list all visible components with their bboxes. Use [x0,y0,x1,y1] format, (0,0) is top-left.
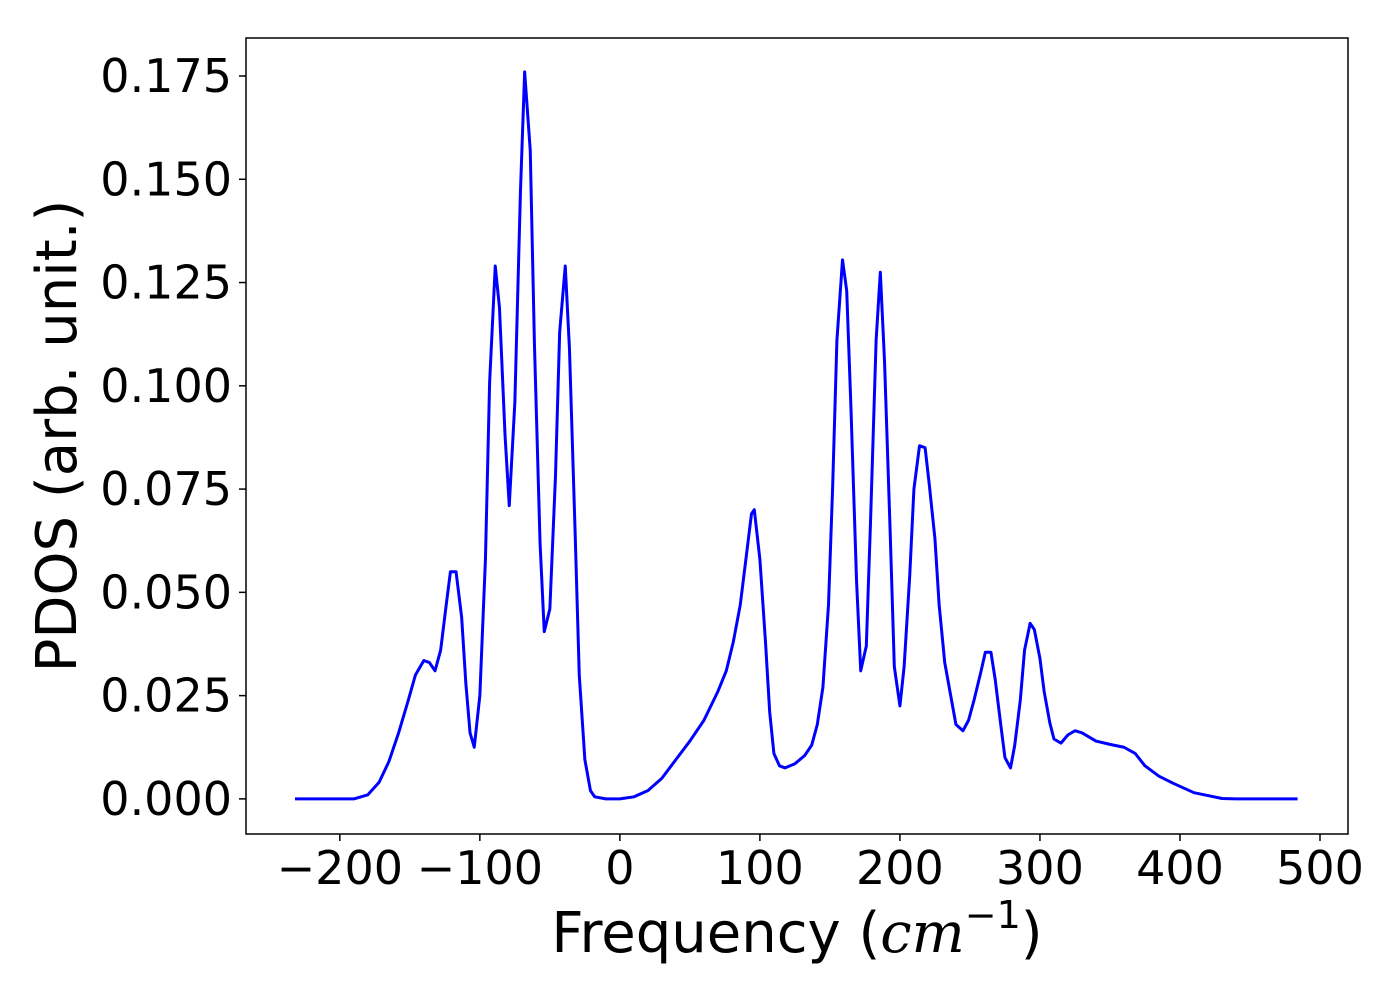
y-tick-label: 0.000 [100,772,232,826]
x-tick-label: 300 [996,841,1084,895]
x-axis-label-part: Frequency ( [551,901,880,966]
y-axis-label: PDOS (arb. unit.) [25,200,90,673]
x-axis-label-unit: cm [880,901,964,966]
x-axis-label-power: −1 [965,893,1021,937]
data-line [295,70,1298,801]
x-axis-label-part: ) [1021,901,1043,966]
x-tick-label: −100 [417,841,543,895]
y-tick-label: 0.025 [100,669,232,723]
x-tick-label: 200 [856,841,944,895]
x-tick-label: −200 [277,841,403,895]
y-tick-label: 0.050 [100,565,232,619]
plot-frame [245,37,1349,835]
x-tick-label: 100 [716,841,804,895]
y-tick-label: 0.075 [100,462,232,516]
y-tick-label: 0.150 [100,152,232,206]
x-tick-label: 0 [605,841,634,895]
y-tick-label: 0.175 [100,49,232,103]
x-tick-label: 500 [1276,841,1364,895]
y-tick-label: 0.100 [100,359,232,413]
x-tick-label: 400 [1136,841,1224,895]
y-tick-label: 0.125 [100,256,232,310]
x-axis-label: Frequency (cm−1) [551,893,1042,966]
